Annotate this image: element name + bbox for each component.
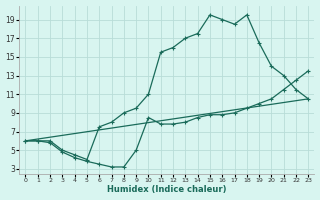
X-axis label: Humidex (Indice chaleur): Humidex (Indice chaleur) bbox=[107, 185, 227, 194]
